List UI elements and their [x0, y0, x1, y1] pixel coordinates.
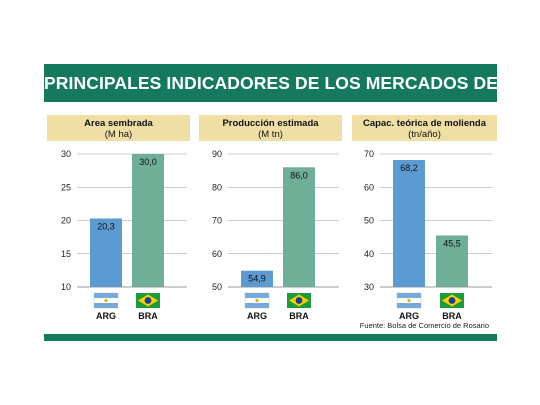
chart-panel-3: Capac. teórica de molienda(tn/año) 30 40 50…: [352, 115, 497, 321]
y-tick-label: 20: [61, 216, 71, 226]
bar-bra: [283, 167, 315, 287]
y-tick-label: 70: [364, 149, 374, 159]
y-tick-label: 50: [212, 282, 222, 292]
y-tick-label: 10: [61, 282, 71, 292]
bar-arg: [393, 159, 425, 287]
source-note: Fuente: Bolsa de Comercio de Rosario: [359, 321, 489, 330]
argentina-flag-icon: [93, 292, 119, 309]
y-tick-label: 50: [364, 216, 374, 226]
chart-panel-2: Producción estimada(M tn) 50 60 70 80 90 54,9 A…: [199, 115, 342, 321]
panel-title: Capac. teórica de molienda: [363, 118, 487, 129]
panel-unit: (M tn): [258, 129, 283, 140]
y-tick-label: 30: [61, 149, 71, 159]
infographic-frame: PRINCIPALES INDICADORES DE LOS MERCADOS …: [44, 64, 540, 341]
panel-unit: (tn/año): [408, 129, 441, 140]
y-tick-label: 40: [364, 249, 374, 259]
category-label: ARG: [399, 311, 419, 321]
y-tick-label: 80: [212, 182, 222, 192]
argentina-flag-icon: [396, 292, 422, 309]
category-label: BRA: [442, 311, 462, 321]
panel-header-bg: [199, 115, 342, 141]
bar-value-label: 30,0: [139, 157, 157, 167]
y-tick-label: 30: [364, 282, 374, 292]
category-label: ARG: [247, 311, 267, 321]
bar-value-label: 86,0: [290, 170, 308, 180]
y-tick-label: 25: [61, 182, 71, 192]
bar-bra: [132, 154, 164, 287]
bar-value-label: 20,3: [97, 222, 115, 232]
bar-arg: [241, 270, 273, 287]
chart-panel-1: Area sembrada(M ha) 10 15 20 25 30 20,3 ARG 30,0…: [47, 115, 190, 321]
bottom-bar: [44, 334, 497, 341]
category-label: ARG: [96, 311, 116, 321]
y-tick-label: 15: [61, 249, 71, 259]
panel-title: Area sembrada: [84, 118, 153, 129]
panel-title: Producción estimada: [222, 118, 319, 129]
y-tick-label: 90: [212, 149, 222, 159]
y-tick-label: 60: [364, 182, 374, 192]
category-label: BRA: [138, 311, 158, 321]
category-label: BRA: [289, 311, 309, 321]
panel-header-bg: [352, 115, 497, 141]
argentina-flag-icon: [244, 292, 270, 309]
y-tick-label: 70: [212, 216, 222, 226]
bar-bra: [436, 235, 468, 287]
y-tick-label: 60: [212, 249, 222, 259]
brazil-flag-icon: [440, 293, 464, 308]
bar-arg: [90, 218, 122, 287]
panel-header-bg: [47, 115, 190, 141]
brazil-flag-icon: [287, 293, 311, 308]
bar-value-label: 54,9: [248, 274, 266, 284]
bar-value-label: 45,5: [443, 238, 461, 248]
bar-value-label: 68,2: [400, 163, 418, 173]
brazil-flag-icon: [136, 293, 160, 308]
charts-area: Area sembrada(M ha) 10 15 20 25 30 20,3 ARG 30,0…: [47, 115, 497, 321]
panel-unit: (M ha): [105, 129, 132, 140]
page-title: PRINCIPALES INDICADORES DE LOS MERCADOS …: [44, 64, 540, 102]
